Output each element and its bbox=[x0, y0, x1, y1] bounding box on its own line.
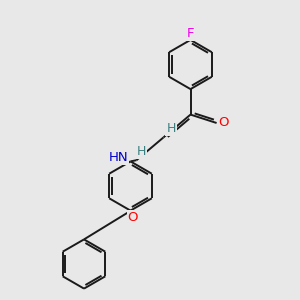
Text: O: O bbox=[218, 116, 229, 130]
Text: HN: HN bbox=[109, 151, 128, 164]
Text: F: F bbox=[187, 27, 194, 40]
Text: O: O bbox=[128, 211, 138, 224]
Text: H: H bbox=[136, 145, 146, 158]
Text: H: H bbox=[166, 122, 176, 135]
